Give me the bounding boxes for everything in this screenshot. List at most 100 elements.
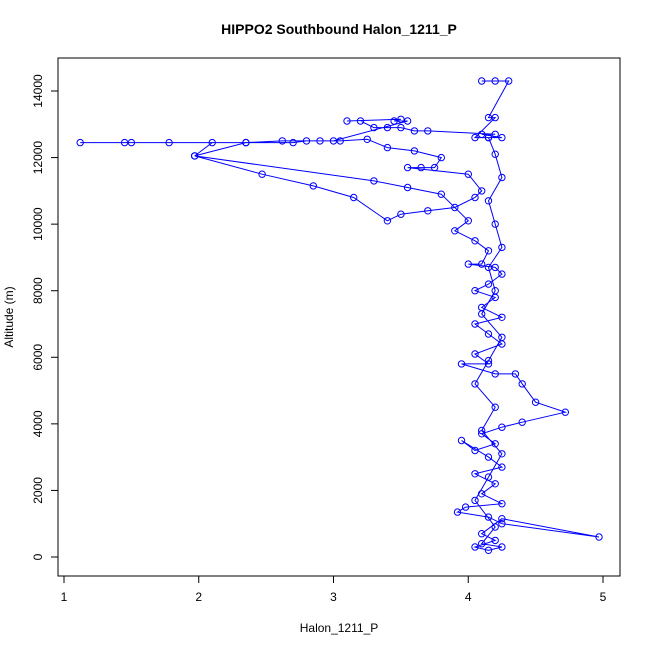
data-point (464, 260, 472, 268)
data-point (76, 138, 84, 147)
data-point (417, 163, 425, 172)
data-point (484, 263, 493, 272)
data-point (471, 237, 479, 245)
data-point (478, 187, 486, 195)
y-tick-label: 2000 (31, 477, 45, 504)
y-tick-label: 6000 (31, 344, 45, 371)
data-point (478, 77, 486, 85)
data-point (498, 515, 506, 523)
data-point (451, 227, 459, 235)
data-point (491, 287, 499, 295)
data-point (356, 117, 365, 125)
data-point (120, 138, 129, 147)
data-point (511, 370, 520, 378)
y-tick-label: 4000 (31, 410, 45, 437)
data-point (491, 370, 499, 378)
data-point (457, 436, 466, 445)
data-point (491, 403, 499, 411)
data-point (309, 182, 317, 190)
data-point (424, 127, 432, 135)
data-point (471, 470, 479, 478)
data-point (498, 313, 506, 321)
data-point (484, 513, 493, 521)
data-point (518, 380, 526, 388)
plot-area (76, 77, 603, 554)
data-point (498, 133, 506, 142)
y-axis-label: Altitude (m) (2, 286, 16, 347)
data-point (464, 170, 472, 178)
data-point (336, 137, 344, 145)
data-point (478, 260, 486, 268)
plot-frame (57, 57, 621, 577)
data-point (316, 137, 324, 145)
data-point (484, 133, 493, 142)
x-tick-label: 1 (61, 590, 68, 604)
y-tick-label: 8000 (31, 277, 45, 304)
data-point (424, 207, 432, 215)
data-point (498, 173, 506, 182)
data-point (491, 440, 499, 448)
data-point (498, 543, 506, 551)
data-point (478, 530, 486, 538)
data-point (484, 247, 493, 255)
data-point (383, 123, 392, 132)
chart-title: HIPPO2 Southbound Halon_1211_P (221, 21, 457, 37)
series-line (80, 80, 600, 551)
data-point (484, 330, 493, 338)
data-point (191, 152, 199, 160)
data-point (471, 543, 479, 551)
data-point (397, 123, 405, 132)
data-point (471, 446, 479, 455)
data-point (457, 360, 466, 368)
x-tick-label: 4 (465, 590, 472, 604)
data-point (350, 193, 358, 202)
data-point (478, 490, 486, 498)
x-axis-label: Halon_1211_P (300, 621, 379, 635)
y-tick-label: 0 (31, 553, 45, 560)
data-point (471, 193, 479, 202)
data-point (451, 203, 459, 212)
data-point (471, 287, 479, 295)
data-point (491, 113, 499, 122)
data-point (461, 503, 470, 511)
data-point (471, 133, 479, 142)
data-point (478, 130, 486, 139)
data-point (471, 320, 479, 328)
data-point (498, 423, 506, 431)
data-point (484, 280, 493, 288)
data-point (484, 197, 493, 205)
data-point (437, 153, 445, 162)
data-point (478, 430, 486, 438)
x-tick-label: 3 (330, 590, 337, 604)
data-point (518, 418, 526, 426)
data-point (491, 220, 499, 228)
data-point (165, 138, 173, 147)
data-point (498, 520, 506, 528)
data-point (403, 163, 412, 172)
y-tick-label: 10000 (31, 207, 45, 241)
data-point (491, 77, 499, 85)
y-tick-label: 14000 (31, 74, 45, 108)
data-point (498, 333, 506, 341)
x-tick-label: 2 (195, 590, 202, 604)
data-point (403, 183, 412, 192)
data-point (498, 463, 506, 471)
data-point (471, 496, 479, 505)
data-point (289, 138, 297, 147)
data-point (343, 117, 351, 125)
data-point (383, 217, 392, 225)
data-point (484, 356, 493, 365)
data-point (370, 123, 378, 132)
data-point (471, 380, 479, 388)
data-point (498, 243, 506, 252)
data-point (403, 117, 412, 125)
data-point (498, 500, 506, 508)
data-point (498, 270, 506, 278)
data-point (242, 138, 250, 147)
data-point (484, 473, 493, 481)
data-point (430, 163, 439, 172)
data-point (258, 170, 266, 178)
data-point (390, 117, 398, 125)
data-point (397, 210, 405, 218)
